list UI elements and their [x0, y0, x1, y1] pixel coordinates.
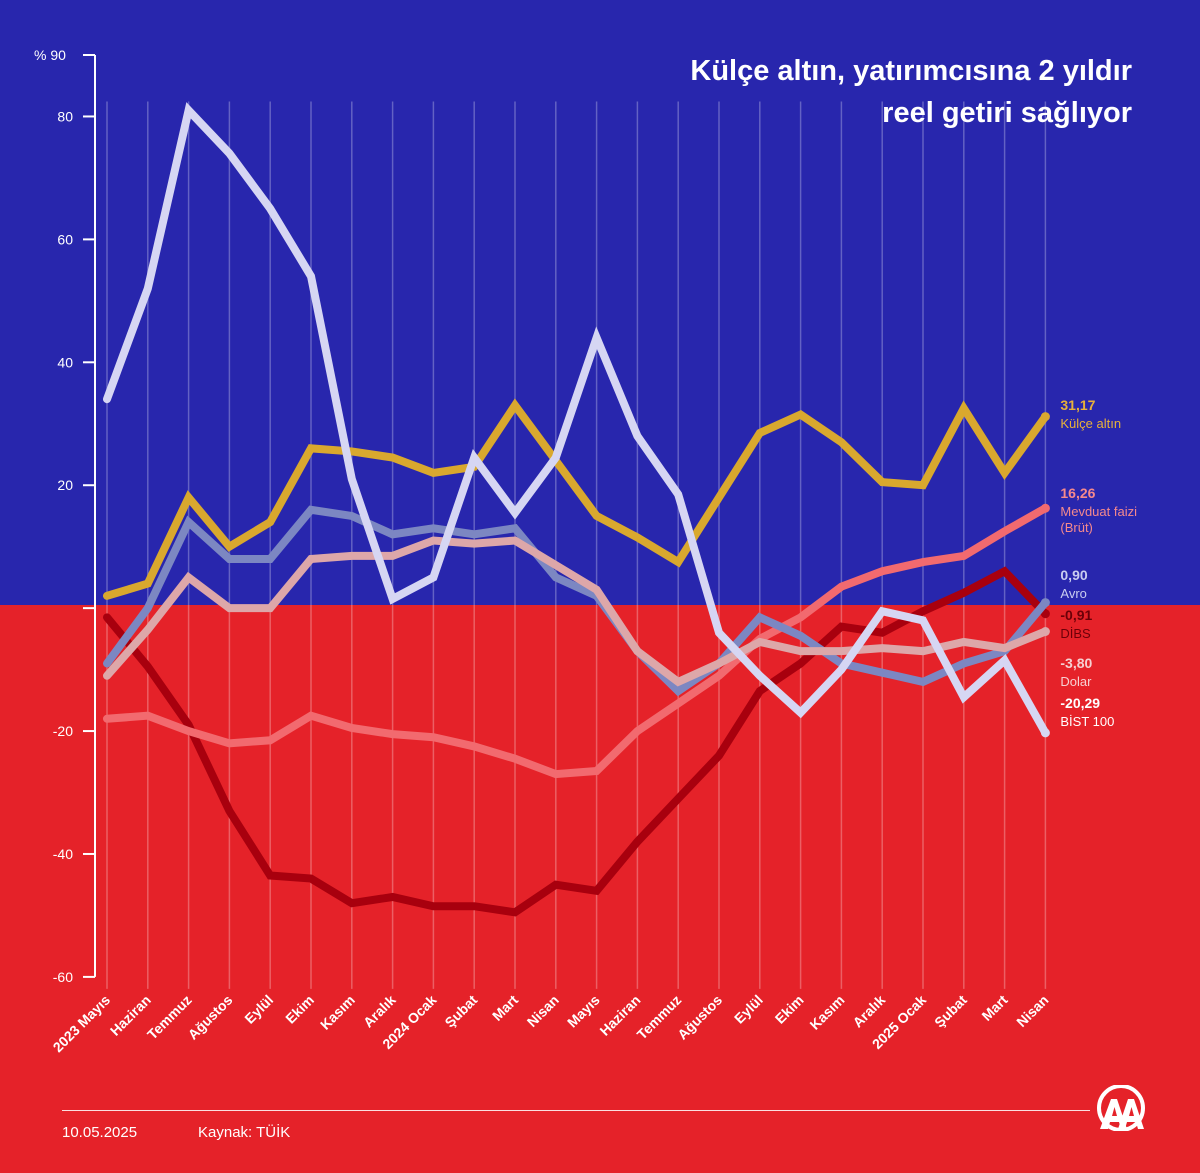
- x-tick-label: Aralık: [360, 992, 399, 1031]
- series-end-point: [1040, 598, 1050, 608]
- x-tick-label: Mayıs: [564, 992, 603, 1031]
- x-tick-label: Kasım: [806, 992, 847, 1033]
- background-blue: [0, 0, 1200, 605]
- series-name-label: (Brüt): [1060, 520, 1093, 535]
- series-name-label: DİBS: [1060, 626, 1091, 641]
- y-tick-label: 20: [57, 477, 73, 493]
- series-name-label: Dolar: [1060, 674, 1092, 689]
- x-tick-label: Ekim: [282, 992, 317, 1027]
- series-value-label: -3,80: [1060, 655, 1092, 671]
- series-name-label: Mevduat faizi: [1060, 504, 1137, 519]
- y-tick-label: 40: [57, 354, 73, 370]
- x-tick-label: Nisan: [1013, 992, 1051, 1030]
- title-line-1: Külçe altın, yatırımcısına 2 yıldır: [690, 55, 1132, 87]
- series-line: [103, 505, 1050, 697]
- series-value-label: 16,26: [1060, 485, 1095, 501]
- x-tick-label: Ağustos: [674, 992, 725, 1043]
- chart-title: Külçe altın, yatırımcısına 2 yıldır reel…: [532, 50, 1132, 134]
- series-line: [103, 504, 1050, 779]
- series-name-label: Külçe altın: [1060, 416, 1121, 431]
- source-note: Kaynak: TÜİK: [198, 1124, 291, 1141]
- x-tick-label: Mart: [979, 991, 1011, 1023]
- series-line: [103, 536, 1050, 687]
- publish-date: 10.05.2025: [62, 1124, 138, 1141]
- series-line: [103, 566, 1050, 917]
- x-tick-label: Kasım: [317, 992, 358, 1033]
- series-line: [103, 102, 1050, 737]
- x-tick-label: Aralık: [849, 992, 888, 1031]
- x-tick-label: Nisan: [524, 992, 562, 1030]
- title-line-2: reel getiri sağlıyor: [882, 97, 1132, 129]
- x-tick-label: Mart: [489, 991, 521, 1023]
- x-tick-label: 2023 Mayıs: [50, 992, 114, 1056]
- y-tick-label: -40: [53, 846, 73, 862]
- x-tick-label: Şubat: [442, 991, 481, 1030]
- series-value-label: 0,90: [1060, 567, 1087, 583]
- x-tick-label: Ağustos: [185, 992, 236, 1043]
- series-end-point: [1040, 626, 1050, 636]
- series-value-label: -0,91: [1060, 607, 1092, 623]
- series-end-point: [1040, 412, 1050, 422]
- x-tick-label: Ekim: [772, 992, 807, 1027]
- y-tick-label: 60: [57, 231, 73, 247]
- footer-divider: [62, 1110, 1090, 1111]
- series-end-point: [1040, 503, 1050, 513]
- series-name-label: Avro: [1060, 586, 1087, 601]
- series-end-point: [1040, 728, 1050, 738]
- x-tick-label: Eylül: [731, 992, 766, 1027]
- series-name-label: BİST 100: [1060, 714, 1114, 729]
- x-tick-label: Eylül: [241, 992, 276, 1027]
- y-axis-unit-label: % 90: [34, 47, 66, 63]
- series-value-label: 31,17: [1060, 397, 1095, 413]
- y-tick-label: -20: [53, 723, 73, 739]
- agency-logo-icon: [1097, 1085, 1145, 1131]
- series-line: [103, 398, 1050, 600]
- y-tick-label: -60: [53, 969, 73, 985]
- x-tick-label: Şubat: [931, 991, 970, 1030]
- series-value-label: -20,29: [1060, 695, 1100, 711]
- y-tick-label: 80: [57, 108, 73, 124]
